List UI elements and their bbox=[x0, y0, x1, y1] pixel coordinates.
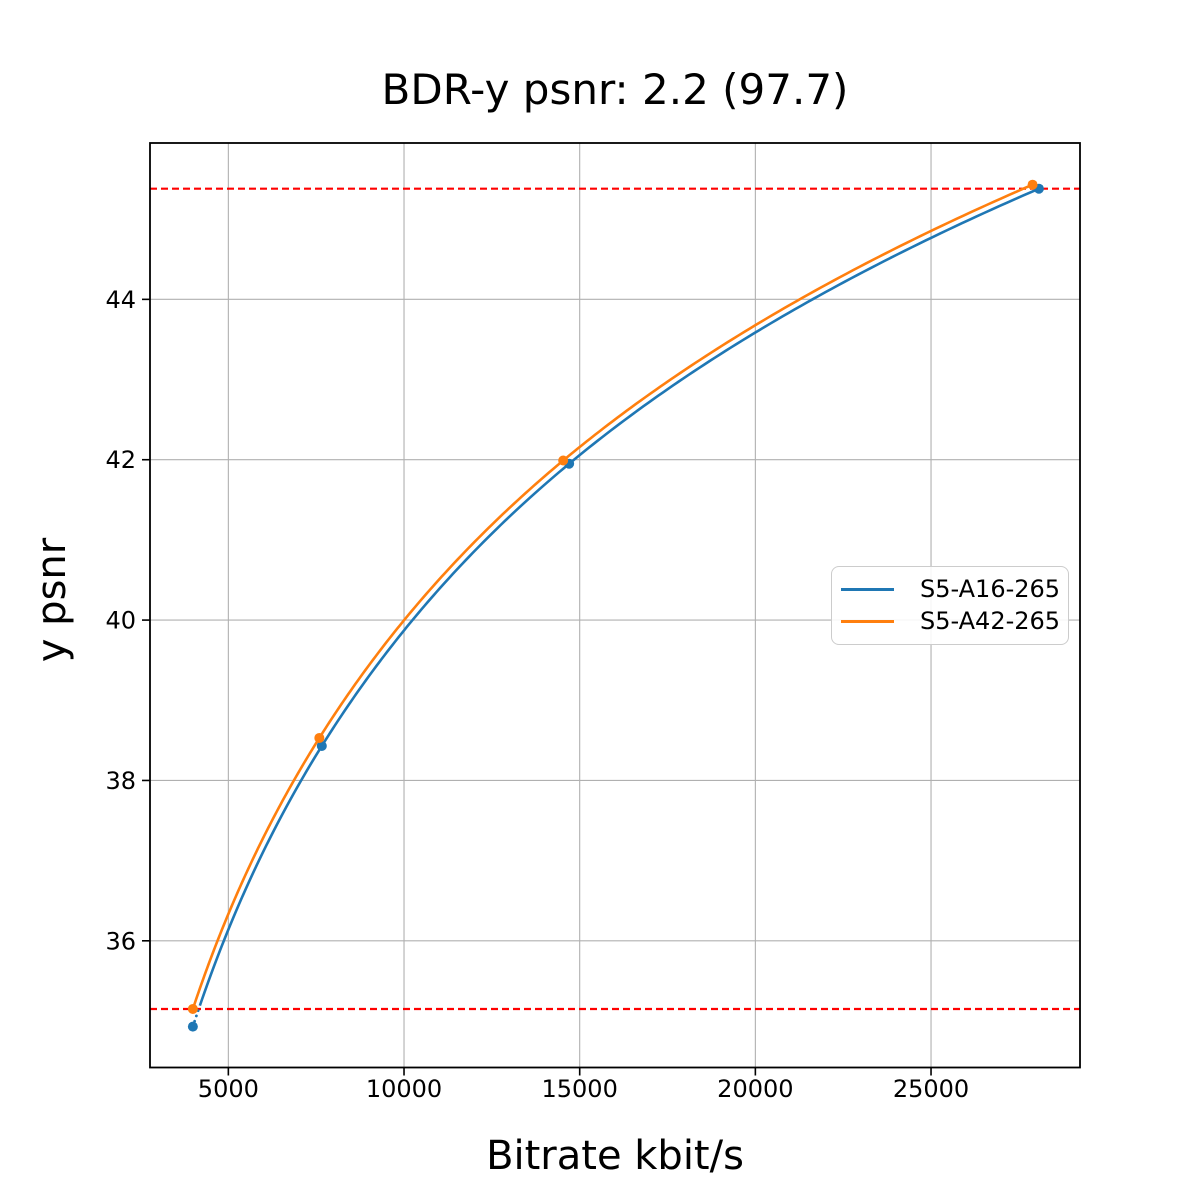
svg-text:44: 44 bbox=[105, 286, 136, 314]
legend-label: S5-A42-265 bbox=[920, 607, 1061, 635]
svg-text:25000: 25000 bbox=[893, 1075, 969, 1103]
svg-text:42: 42 bbox=[105, 446, 136, 474]
legend-label: S5-A16-265 bbox=[920, 575, 1061, 603]
legend-line-swatch-s5-a16-265 bbox=[841, 587, 894, 591]
svg-text:36: 36 bbox=[105, 927, 136, 955]
svg-text:5000: 5000 bbox=[198, 1075, 259, 1103]
svg-text:38: 38 bbox=[105, 767, 136, 795]
x-axis-label: Bitrate kbit/s bbox=[486, 1133, 744, 1179]
legend-line-swatch-s5-a42-265 bbox=[841, 619, 894, 623]
svg-text:20000: 20000 bbox=[717, 1075, 793, 1103]
legend-entry: S5-A16-265 bbox=[841, 576, 1068, 602]
svg-text:10000: 10000 bbox=[366, 1075, 442, 1103]
svg-text:40: 40 bbox=[105, 607, 136, 635]
legend: S5-A16-265 S5-A42-265 bbox=[831, 566, 1069, 645]
svg-text:15000: 15000 bbox=[542, 1075, 618, 1103]
y-axis-label: y psnr bbox=[29, 537, 75, 663]
legend-entry: S5-A42-265 bbox=[841, 608, 1068, 634]
chart-title: BDR-y psnr: 2.2 (97.7) bbox=[381, 65, 849, 114]
